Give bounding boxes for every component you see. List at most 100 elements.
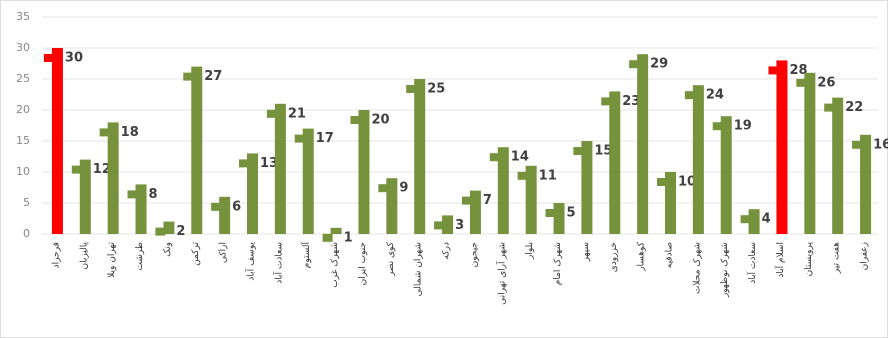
- bar: [79, 159, 91, 234]
- value-label: 20: [371, 113, 389, 128]
- bar: [330, 227, 342, 234]
- value-label: 9: [399, 181, 408, 196]
- value-label: 21: [288, 106, 306, 121]
- bar: [720, 116, 732, 234]
- bar: [860, 134, 872, 234]
- x-tick-label: جیحون: [469, 242, 479, 267]
- value-label: 8: [149, 187, 158, 202]
- bar: [135, 184, 147, 234]
- bar: [692, 85, 704, 234]
- value-label: 2: [176, 224, 185, 239]
- value-label: 29: [650, 57, 668, 72]
- bar-marker: [43, 54, 54, 62]
- value-label: 28: [789, 63, 807, 78]
- x-tick-label: درکه: [442, 242, 452, 259]
- bar-marker: [489, 153, 500, 162]
- bar-marker: [239, 159, 249, 168]
- bar-marker: [155, 227, 166, 236]
- bar: [497, 147, 509, 234]
- bar: [386, 178, 398, 234]
- x-tick-label: شهران شمالی: [414, 242, 424, 296]
- value-label: 27: [204, 69, 222, 84]
- x-tick-label: کوهسار: [637, 241, 647, 272]
- value-label: 6: [232, 199, 241, 214]
- x-tick-label: آلستوم: [300, 242, 312, 269]
- value-label: 4: [762, 212, 771, 227]
- bar: [414, 79, 426, 234]
- y-tick-label: 15: [16, 134, 30, 147]
- x-tick-label: ترکمن: [191, 242, 201, 266]
- bar: [274, 103, 286, 234]
- value-label: 24: [706, 88, 724, 103]
- x-tick-label: پالیزبان: [79, 242, 89, 270]
- x-tick-label: پرویستان: [804, 242, 814, 277]
- x-tick-label: شهرک نوظهور: [719, 242, 730, 298]
- y-tick-label: 0: [23, 227, 30, 240]
- x-tick-label: شهرک محلات: [691, 242, 702, 294]
- bar: [358, 110, 370, 234]
- value-label: 30: [65, 51, 83, 66]
- bar: [665, 172, 676, 234]
- y-tick-label: 20: [16, 103, 30, 116]
- x-tick-label: تهران ویلا: [107, 242, 117, 278]
- bar-marker: [183, 72, 194, 81]
- bar-marker: [684, 91, 695, 100]
- x-tick-label: اراکی: [219, 242, 229, 263]
- value-label: 26: [817, 75, 835, 90]
- bar: [609, 91, 621, 235]
- value-label: 3: [455, 218, 464, 233]
- x-tick-label: سعادت آباد: [272, 242, 284, 284]
- bar: [247, 153, 258, 234]
- value-label: 22: [845, 100, 863, 115]
- bar-marker: [601, 97, 612, 106]
- value-label: 10: [678, 175, 696, 190]
- bar: [748, 209, 760, 234]
- bar-marker: [127, 190, 138, 199]
- value-label: 11: [539, 168, 557, 183]
- value-label: 18: [121, 125, 139, 140]
- bar-marker: [99, 128, 110, 137]
- bar-marker: [768, 66, 779, 75]
- value-label: 12: [93, 162, 111, 177]
- x-tick-label: شهرک غرب: [329, 242, 340, 288]
- value-label: 15: [594, 144, 612, 159]
- x-tick-label: زعفران: [860, 242, 870, 270]
- bar-marker: [740, 215, 751, 224]
- bar-marker: [350, 116, 361, 124]
- x-tick-label: سعادت آباد: [746, 242, 758, 284]
- bar-marker: [434, 221, 445, 230]
- bar-marker: [266, 109, 277, 118]
- bar-marker: [211, 202, 222, 211]
- bar-marker: [378, 184, 389, 193]
- x-tick-label: فرحزاد: [51, 242, 61, 268]
- bar: [469, 190, 481, 234]
- x-tick-label: کوی نصر: [386, 241, 396, 277]
- value-label: 16: [873, 137, 888, 152]
- value-label: 23: [622, 94, 640, 109]
- value-label: 5: [567, 206, 576, 221]
- x-tick-label: خزرودی: [609, 242, 619, 272]
- x-tick-label: یوسف آباد: [245, 242, 257, 281]
- value-label: 14: [511, 150, 529, 165]
- x-tick-label: صادقیه: [665, 242, 675, 268]
- bar-marker: [629, 60, 640, 69]
- bar: [553, 203, 565, 234]
- bar: [51, 48, 63, 234]
- bar: [107, 122, 119, 234]
- bar: [804, 72, 816, 234]
- bar-marker: [322, 233, 333, 242]
- bar-marker: [824, 103, 835, 112]
- bar-marker: [517, 171, 528, 180]
- bar-marker: [657, 178, 667, 186]
- value-label: 1: [344, 230, 353, 245]
- x-tick-label: اسلام آباد: [774, 242, 786, 278]
- y-tick-label: 25: [16, 72, 30, 85]
- bar: [302, 128, 314, 234]
- bar: [442, 215, 454, 234]
- x-tick-label: شهرک امام: [552, 242, 563, 285]
- bar: [191, 66, 203, 234]
- bar: [525, 165, 537, 234]
- y-tick-label: 10: [16, 165, 30, 178]
